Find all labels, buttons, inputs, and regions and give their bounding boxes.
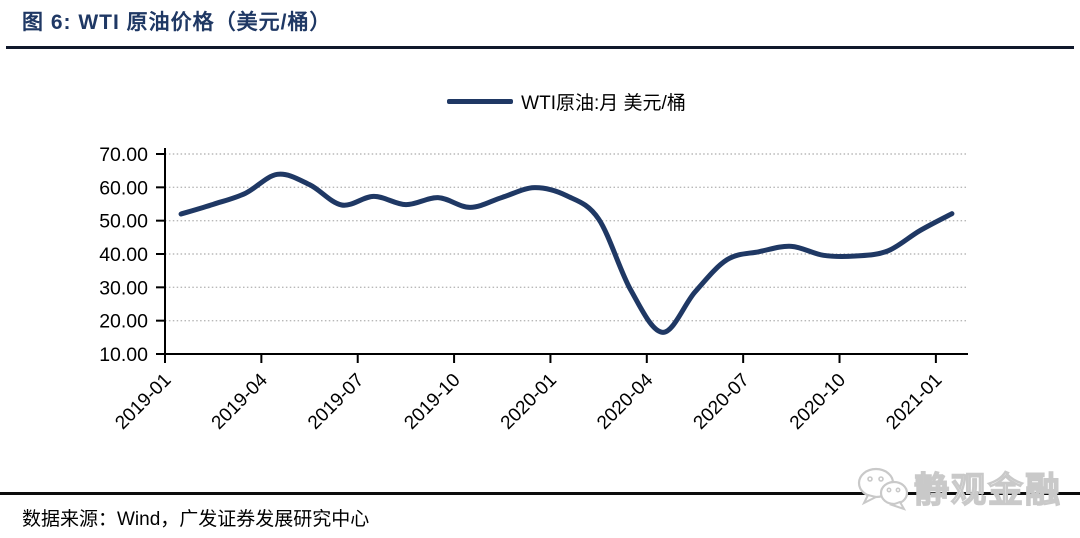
y-axis-label: 40.00 bbox=[99, 244, 148, 266]
y-axis-label: 70.00 bbox=[99, 144, 148, 166]
legend-line-swatch bbox=[447, 98, 514, 104]
y-axis-label: 10.00 bbox=[99, 344, 148, 366]
title-separator bbox=[6, 46, 1074, 49]
wechat-icon bbox=[857, 467, 909, 511]
x-axis-label: 2019-04 bbox=[208, 369, 272, 433]
wechat-watermark: 静观金融 bbox=[854, 462, 1062, 513]
y-axis-label: 50.00 bbox=[99, 211, 148, 233]
y-axis-label: 20.00 bbox=[99, 311, 148, 333]
x-axis-label: 2020-01 bbox=[497, 370, 561, 434]
x-axis-label: 2019-10 bbox=[400, 370, 464, 434]
footer-separator bbox=[0, 492, 1080, 495]
x-axis-label: 2021-01 bbox=[882, 370, 946, 434]
x-axis-label: 2020-07 bbox=[690, 370, 754, 434]
watermark-text: 静观金融 bbox=[913, 470, 1062, 510]
wti-line-chart: 10.00 20.00 30.00 40.00 50.00 60.00 70.00 2019-… bbox=[99, 144, 968, 434]
wti-price-line bbox=[178, 171, 955, 335]
y-axis-label: 30.00 bbox=[99, 277, 148, 299]
data-source-note: 数据来源：Wind，广发证券发展研究中心 bbox=[22, 509, 370, 530]
x-axis-label: 2019-07 bbox=[304, 370, 368, 434]
legend: WTI原油:月 美元/桶 bbox=[165, 88, 968, 114]
x-axis-label: 2020-10 bbox=[786, 370, 850, 434]
y-axis-label: 60.00 bbox=[99, 177, 148, 199]
x-axis-label: 2019-01 bbox=[111, 370, 175, 434]
x-axis-label: 2020-04 bbox=[593, 369, 657, 433]
figure-title: 图 6: WTI 原油价格（美元/桶） bbox=[22, 11, 332, 34]
legend-label: WTI原油:月 美元/桶 bbox=[521, 92, 686, 114]
